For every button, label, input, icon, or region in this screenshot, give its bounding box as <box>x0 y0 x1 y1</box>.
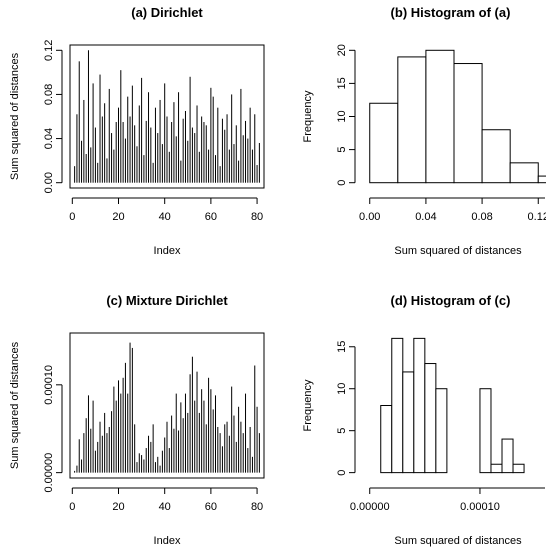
panel-3: (d) Histogram of (c) 0 5 10 15 Frequency 0.000… <box>302 293 545 547</box>
x-axis-label: Index <box>154 535 181 547</box>
y-axis-label: Frequency <box>302 90 314 142</box>
panel-title: (d) Histogram of (c) <box>391 293 511 308</box>
panel-title: (a) Dirichlet <box>131 5 203 20</box>
histogram-bar <box>501 438 514 474</box>
panel-0: (a) Dirichlet 0.00 0.04 0.08 0.12 Sum squared… <box>9 5 265 257</box>
histogram-bar <box>453 63 483 184</box>
y-tick-label: 0 <box>336 470 348 476</box>
y-tick-label: 0.00010 <box>43 365 55 405</box>
y-axis-label: Sum squared of distances <box>9 341 21 469</box>
y-tick-label: 0.12 <box>43 40 55 61</box>
x-tick-label: 0.00000 <box>350 501 390 513</box>
panel-1: (b) Histogram of (a) 0 5 10 15 20 Frequency 0.0… <box>302 5 546 257</box>
x-tick-label: 0.12 <box>528 211 546 223</box>
y-tick-label: 0.00000 <box>43 453 55 493</box>
x-tick-label: 20 <box>112 211 124 223</box>
y-axis-label: Frequency <box>302 379 314 431</box>
x-axis-label: Index <box>154 245 181 257</box>
x-tick-label: 0.00010 <box>460 501 500 513</box>
x-tick-label: 40 <box>159 211 171 223</box>
y-tick-label: 5 <box>336 428 348 434</box>
histogram-bar <box>380 405 393 474</box>
y-tick-label: 15 <box>336 341 348 353</box>
histogram-bar <box>369 102 399 184</box>
histogram-bar <box>425 49 455 184</box>
x-tick-label: 0 <box>69 211 75 223</box>
histogram-bar <box>413 337 426 474</box>
y-tick-label: 0.00 <box>43 172 55 193</box>
x-tick-label: 80 <box>251 211 263 223</box>
histogram-bar <box>479 388 492 474</box>
histogram-bar <box>424 363 437 474</box>
histogram-bar <box>490 463 503 474</box>
y-tick-label: 0 <box>336 180 348 186</box>
histogram-bar <box>397 56 427 184</box>
y-tick-label: 20 <box>336 44 348 56</box>
y-axis-label: Sum squared of distances <box>9 52 21 180</box>
histogram-bar <box>402 371 415 474</box>
x-tick-label: 0.04 <box>415 211 436 223</box>
x-tick-label: 0.08 <box>471 211 492 223</box>
histogram-bar <box>509 162 539 184</box>
x-tick-label: 0.00 <box>359 211 380 223</box>
x-tick-label: 40 <box>159 501 171 513</box>
y-tick-label: 0.04 <box>43 128 55 149</box>
x-tick-label: 80 <box>251 501 263 513</box>
y-tick-label: 10 <box>336 383 348 395</box>
y-tick-label: 5 <box>336 147 348 153</box>
histogram-bar <box>512 463 525 474</box>
histogram-bar <box>537 175 546 184</box>
histogram-bar <box>435 388 448 474</box>
panel-2: (c) Mixture Dirichlet 0.00000 0.00010 Sum s… <box>9 293 265 547</box>
histogram-bar <box>481 129 511 184</box>
y-tick-label: 10 <box>336 110 348 122</box>
y-tick-label: 0.08 <box>43 84 55 105</box>
x-tick-label: 60 <box>205 501 217 513</box>
panel-title: (b) Histogram of (a) <box>391 5 511 20</box>
x-tick-label: 20 <box>112 501 124 513</box>
plot-frame <box>69 332 265 479</box>
x-tick-label: 0 <box>69 501 75 513</box>
plot-frame <box>69 44 265 189</box>
x-tick-label: 60 <box>205 211 217 223</box>
x-axis-label: Sum squared of distances <box>394 245 522 257</box>
y-tick-label: 15 <box>336 77 348 89</box>
x-axis-label: Sum squared of distances <box>394 535 522 547</box>
panel-title: (c) Mixture Dirichlet <box>106 293 228 308</box>
histogram-bar <box>391 337 404 474</box>
